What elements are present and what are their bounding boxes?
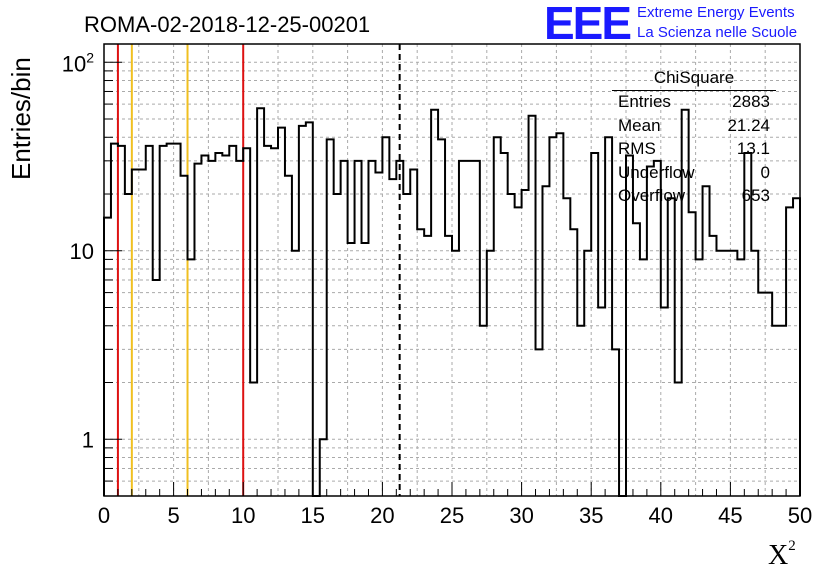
eee-logo: EEE (544, 0, 632, 49)
y-axis-ticks: 1 10 102 (62, 49, 122, 482)
run-title: ROMA-02-2018-12-25-00201 (84, 12, 371, 37)
y-axis-label: Entries/bin (6, 57, 36, 180)
logo-line-2: La Scienza nelle Scuole (637, 24, 798, 41)
grid-lines (104, 44, 800, 496)
x-tick-label: 45 (718, 503, 742, 528)
x-tick-label: 40 (649, 503, 673, 528)
logo-line-1: Extreme Energy Events (637, 4, 795, 21)
x-tick-label: 20 (370, 503, 394, 528)
stat-value: 653 (741, 186, 770, 205)
stat-key: Underflow (618, 163, 695, 182)
x-tick-label: 10 (231, 503, 255, 528)
x-tick-label: 35 (579, 503, 603, 528)
stat-key: RMS (618, 139, 656, 158)
x-axis-ticks: 0 5 10 15 20 25 30 35 40 45 50 (98, 482, 812, 528)
x-tick-label: 5 (167, 503, 179, 528)
x-tick-label: 30 (509, 503, 533, 528)
x-tick-label: 25 (440, 503, 464, 528)
y-tick-label: 1 (82, 427, 94, 452)
stats-box-rule (612, 90, 776, 91)
x-tick-label: 0 (98, 503, 110, 528)
histogram-outline (103, 107, 801, 497)
y-tick-label: 102 (62, 49, 94, 76)
stat-value: 2883 (732, 92, 770, 111)
x-axis-label: X2 (768, 538, 796, 571)
stat-value: 13.1 (736, 139, 770, 158)
x-tick-label: 15 (301, 503, 325, 528)
stat-key: Overflow (618, 186, 686, 205)
stat-value: 21.24 (727, 116, 770, 135)
stat-key: Entries (618, 92, 671, 111)
y-tick-label: 10 (70, 239, 94, 264)
x-tick-label: 50 (788, 503, 812, 528)
stats-box-title: ChiSquare (653, 68, 735, 87)
reference-lines (116, 44, 401, 496)
stat-key: Mean (618, 116, 661, 135)
stat-value: 0 (760, 163, 770, 182)
